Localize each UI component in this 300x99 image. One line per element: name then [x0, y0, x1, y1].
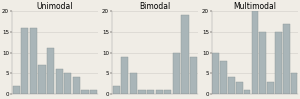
- Bar: [228, 77, 235, 94]
- Bar: [252, 11, 258, 94]
- Bar: [112, 86, 120, 94]
- Bar: [182, 15, 189, 94]
- Bar: [130, 73, 137, 94]
- Bar: [121, 57, 128, 94]
- Bar: [291, 73, 297, 94]
- Bar: [236, 81, 243, 94]
- Bar: [212, 53, 219, 94]
- Bar: [30, 28, 37, 94]
- Bar: [164, 90, 172, 94]
- Bar: [56, 69, 63, 94]
- Title: Unimodal: Unimodal: [37, 2, 73, 11]
- Title: Bimodal: Bimodal: [139, 2, 170, 11]
- Bar: [138, 90, 146, 94]
- Bar: [90, 90, 97, 94]
- Bar: [155, 90, 163, 94]
- Bar: [47, 48, 54, 94]
- Bar: [38, 65, 46, 94]
- Bar: [21, 28, 28, 94]
- Bar: [173, 53, 180, 94]
- Bar: [260, 32, 266, 94]
- Bar: [220, 61, 227, 94]
- Bar: [283, 24, 290, 94]
- Bar: [64, 73, 71, 94]
- Bar: [190, 57, 197, 94]
- Bar: [244, 90, 250, 94]
- Bar: [147, 90, 154, 94]
- Bar: [13, 86, 20, 94]
- Title: Multimodal: Multimodal: [233, 2, 276, 11]
- Bar: [275, 32, 282, 94]
- Bar: [267, 81, 274, 94]
- Bar: [73, 77, 80, 94]
- Bar: [81, 90, 89, 94]
